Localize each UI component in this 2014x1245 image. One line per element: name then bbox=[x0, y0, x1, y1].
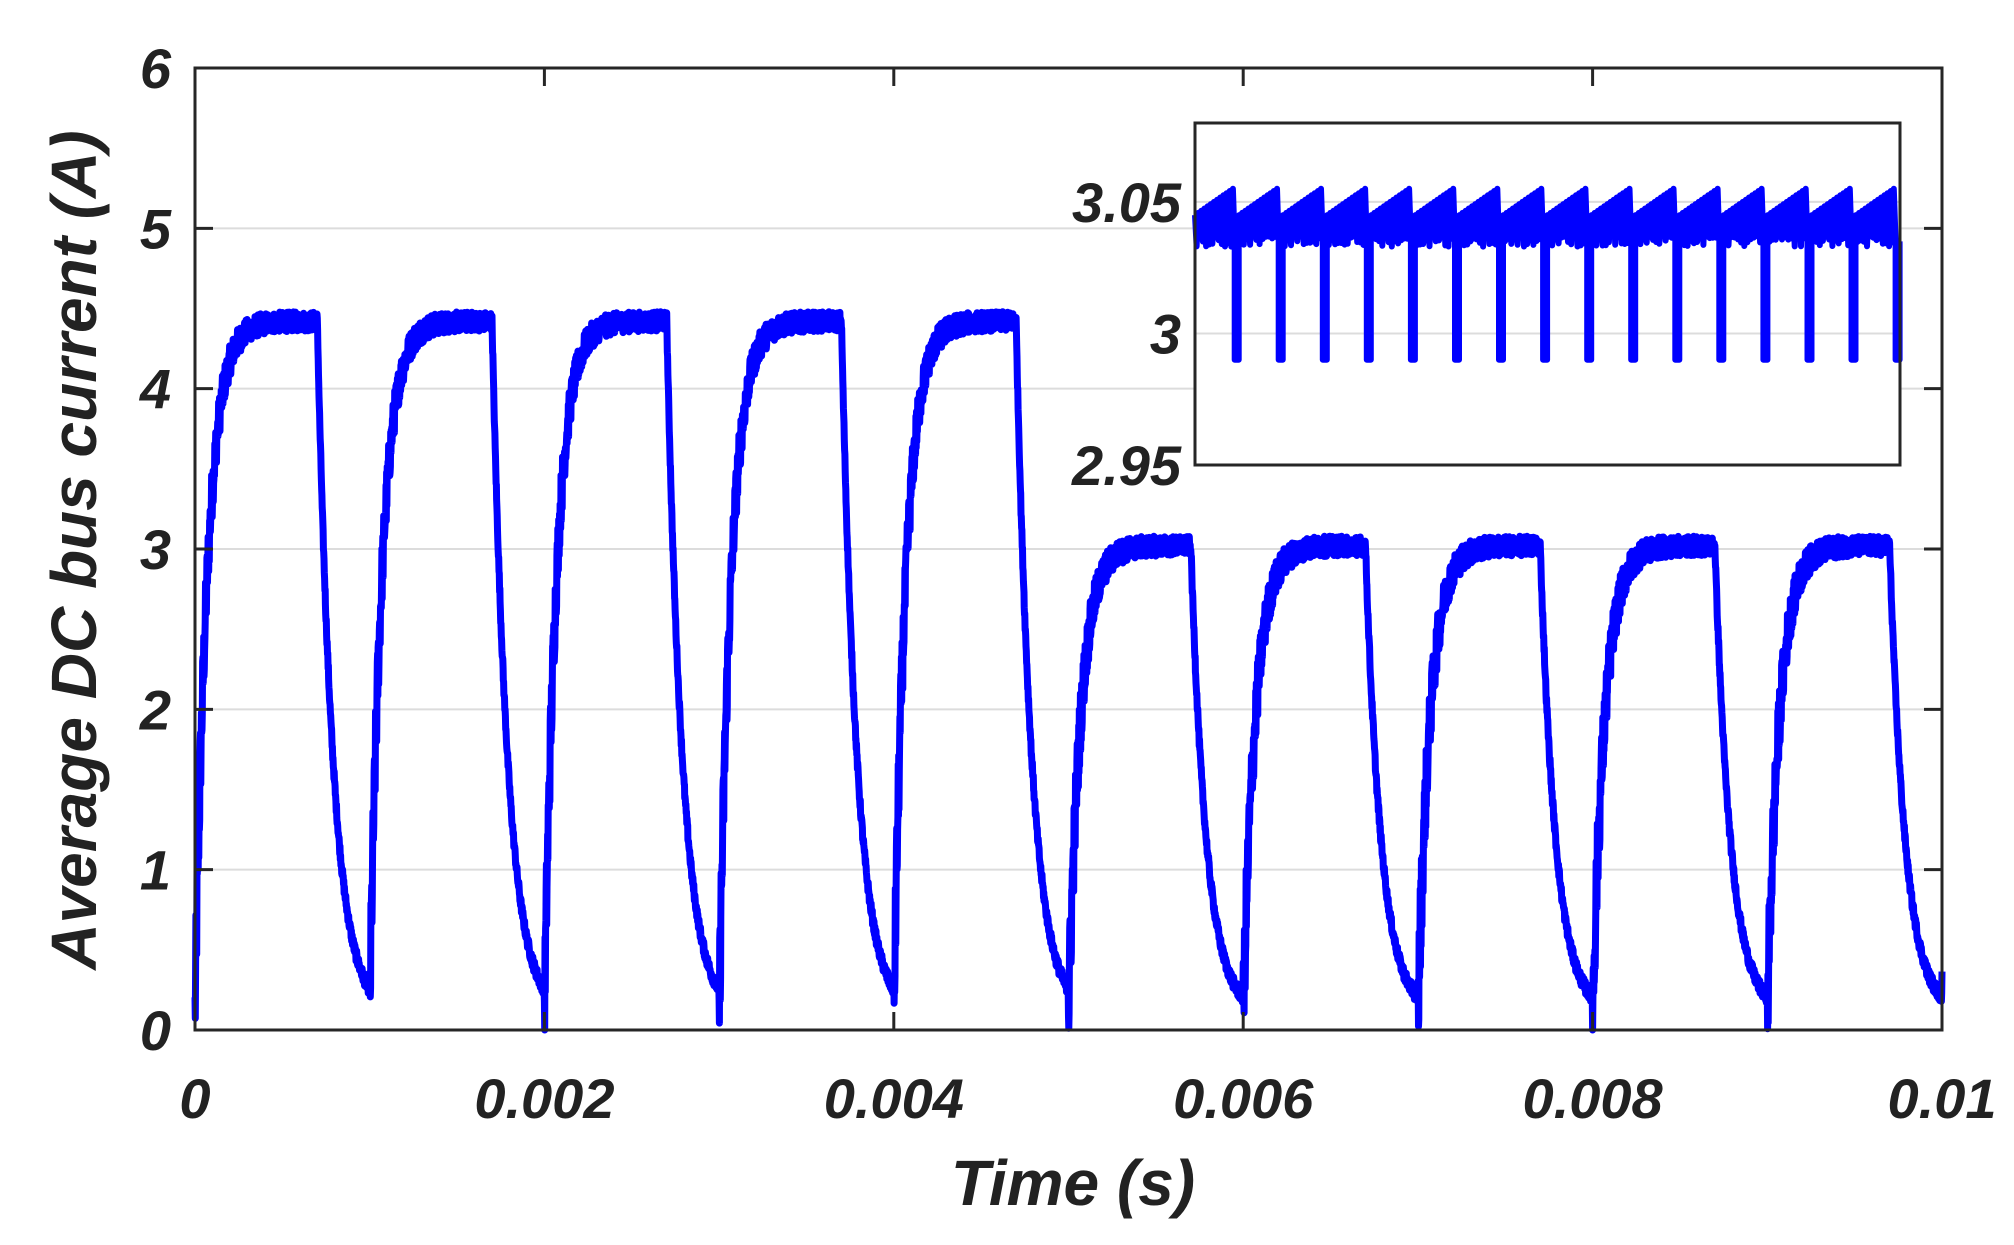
y-tick-label: 4 bbox=[139, 358, 171, 421]
inset-y-tick-labels: 2.95 3 3.05 bbox=[1071, 171, 1182, 497]
inset-y-tick-label: 3.05 bbox=[1072, 171, 1182, 234]
y-tick-label: 3 bbox=[140, 518, 171, 581]
y-tick-label: 6 bbox=[140, 37, 172, 100]
y-tick-label: 2 bbox=[139, 678, 171, 741]
x-tick-label: 0.008 bbox=[1523, 1067, 1664, 1130]
y-tick-label: 1 bbox=[140, 839, 171, 902]
x-tick-label: 0.01 bbox=[1888, 1067, 1997, 1130]
y-axis-title: Average DC bus current (A) bbox=[38, 130, 110, 971]
x-tick-label: 0.002 bbox=[474, 1067, 614, 1130]
inset-plot-frame bbox=[1193, 121, 1902, 467]
main-series bbox=[191, 308, 1946, 1034]
x-axis-title: Time (s) bbox=[951, 1147, 1195, 1219]
main-ticks bbox=[193, 66, 1944, 1032]
current-series-line bbox=[191, 308, 1946, 1034]
inset-y-tick-label: 3 bbox=[1150, 302, 1181, 365]
y-tick-label: 5 bbox=[140, 197, 172, 260]
x-tick-label: 0 bbox=[179, 1067, 210, 1130]
y-tick-label: 0 bbox=[140, 999, 171, 1062]
x-tick-label: 0.006 bbox=[1173, 1067, 1314, 1130]
inset-series bbox=[1192, 185, 1903, 363]
inset-y-tick-label: 2.95 bbox=[1071, 434, 1182, 497]
x-tick-labels: 0 0.002 0.004 0.006 0.008 0.01 bbox=[179, 1067, 1996, 1130]
inset-series-line bbox=[1192, 185, 1903, 363]
x-tick-label: 0.004 bbox=[824, 1067, 964, 1130]
y-tick-labels: 0 1 2 3 4 5 6 bbox=[139, 37, 172, 1062]
